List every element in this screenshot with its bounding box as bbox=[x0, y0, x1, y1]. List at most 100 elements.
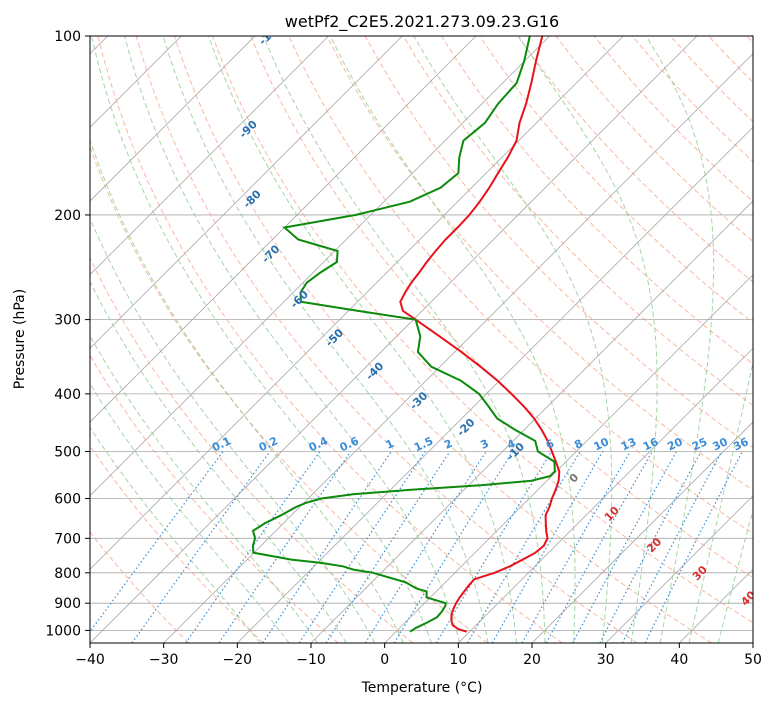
adiabat-label: -70 bbox=[259, 242, 282, 265]
adiabat-label: -80 bbox=[241, 187, 264, 210]
mixing-ratio-line bbox=[621, 451, 723, 643]
mixing-ratio-label: 2 bbox=[442, 437, 454, 452]
adiabat-label: 10 bbox=[602, 504, 622, 524]
chart-title: wetPf2_C2E5.2021.273.09.23.G16 bbox=[285, 12, 559, 32]
x-tick-label: −40 bbox=[75, 652, 105, 668]
isotherm-line bbox=[90, 36, 624, 570]
dry-adiabat-line bbox=[479, 36, 753, 324]
x-tick-label: −10 bbox=[296, 652, 326, 668]
isotherm-line bbox=[605, 495, 753, 643]
mixing-ratio-label: 13 bbox=[619, 435, 638, 453]
isotherm-line bbox=[237, 126, 753, 643]
y-tick-label: 400 bbox=[54, 387, 81, 403]
isotherm-line bbox=[90, 36, 329, 276]
mixing-ratio-line bbox=[572, 451, 678, 643]
mixing-ratio-label: 16 bbox=[641, 435, 661, 453]
adiabat-label: -90 bbox=[237, 118, 260, 141]
isotherm-line bbox=[90, 36, 550, 497]
x-axis-label: Temperature (°C) bbox=[361, 680, 483, 696]
x-tick-label: 0 bbox=[380, 652, 389, 668]
moist-adiabat-line bbox=[124, 36, 461, 643]
mixing-ratio-line bbox=[325, 451, 451, 643]
x-tick-label: 10 bbox=[449, 652, 467, 668]
moist-adiabat-line bbox=[162, 36, 489, 643]
x-tick-label: 30 bbox=[597, 652, 615, 668]
y-tick-label: 200 bbox=[54, 208, 81, 224]
x-tick-label: −30 bbox=[149, 652, 179, 668]
dry-adiabat-line bbox=[708, 36, 753, 83]
adiabat-label: -100 bbox=[256, 19, 285, 48]
mixing-ratio-label: 6 bbox=[544, 437, 557, 452]
moist-adiabat-line bbox=[413, 36, 613, 643]
mixing-ratio-label: 25 bbox=[690, 435, 709, 453]
isotherm-line bbox=[458, 347, 753, 643]
dry-adiabat-line bbox=[90, 531, 190, 643]
mixing-ratio-line bbox=[262, 451, 392, 643]
dry-adiabat-line bbox=[90, 445, 264, 643]
mixing-ratio-label: 20 bbox=[665, 435, 685, 453]
mixing-ratio-line bbox=[131, 451, 271, 643]
mixing-ratio-line bbox=[545, 451, 653, 643]
moist-adiabat-line bbox=[329, 36, 576, 643]
y-tick-label: 700 bbox=[54, 531, 81, 547]
dry-adiabat-line bbox=[90, 354, 339, 643]
isotherm-line bbox=[752, 642, 753, 643]
moist-adiabat-line bbox=[90, 382, 290, 643]
dewpoint-profile-line bbox=[251, 36, 556, 633]
dry-adiabat-line bbox=[555, 36, 753, 243]
moist-adiabat-line bbox=[90, 334, 319, 643]
moist-adiabat-line bbox=[90, 217, 376, 643]
dry-adiabat-line bbox=[250, 36, 753, 579]
dry-adiabat-line bbox=[593, 36, 753, 203]
isotherm-line bbox=[531, 421, 753, 643]
mixing-ratio-label: 1 bbox=[384, 437, 396, 452]
isotherm-line bbox=[679, 568, 753, 643]
adiabat-label: 40 bbox=[738, 588, 758, 608]
mixing-ratio-label: 36 bbox=[731, 435, 751, 453]
adiabat-label: 30 bbox=[690, 563, 710, 583]
mixing-ratio-line bbox=[218, 451, 352, 643]
y-axis-label: Pressure (hPa) bbox=[12, 289, 28, 389]
adiabat-label: -50 bbox=[323, 326, 346, 349]
mixing-ratio-label: 3 bbox=[478, 437, 490, 452]
y-tick-label: 1000 bbox=[45, 623, 81, 639]
y-tick-label: 800 bbox=[54, 566, 81, 582]
adiabat-label: -30 bbox=[407, 389, 430, 412]
dry-adiabat-line bbox=[135, 36, 638, 643]
dry-adiabat-line bbox=[402, 36, 753, 407]
isotherm-line bbox=[90, 36, 477, 423]
moist-adiabat-line bbox=[90, 426, 261, 643]
moist-adiabat-line bbox=[717, 508, 753, 643]
x-tick-label: 20 bbox=[523, 652, 541, 668]
mixing-ratio-line bbox=[364, 451, 487, 643]
dry-adiabat-line bbox=[746, 36, 753, 44]
y-tick-label: 100 bbox=[54, 29, 81, 45]
y-tick-label: 500 bbox=[54, 444, 81, 460]
moist-adiabat-line bbox=[90, 280, 347, 643]
isotherm-line bbox=[384, 274, 753, 643]
moist-adiabat-line bbox=[688, 359, 753, 643]
temperature-profile-line bbox=[399, 36, 561, 633]
mixing-ratio-label: 30 bbox=[710, 435, 730, 453]
isotherm-line bbox=[163, 53, 753, 643]
dry-adiabat-line bbox=[517, 36, 753, 283]
mixing-ratio-line bbox=[185, 451, 321, 643]
mixing-ratio-line bbox=[90, 451, 224, 633]
y-tick-label: 300 bbox=[54, 313, 81, 329]
dry-adiabat-line bbox=[670, 36, 753, 123]
mixing-ratio-line bbox=[298, 451, 426, 643]
isotherm-line bbox=[90, 36, 403, 349]
plot-frame bbox=[89, 35, 754, 644]
x-tick-label: 40 bbox=[670, 652, 688, 668]
adiabat-label: -20 bbox=[454, 416, 477, 439]
dry-adiabat-line bbox=[173, 36, 712, 643]
adiabat-label: -40 bbox=[363, 359, 386, 382]
moist-adiabat-line bbox=[645, 36, 715, 643]
mixing-ratio-line bbox=[599, 451, 702, 643]
isotherm-line bbox=[90, 36, 698, 643]
dry-adiabat-line bbox=[212, 36, 753, 624]
moist-adiabat-line bbox=[91, 36, 432, 643]
y-tick-label: 600 bbox=[54, 492, 81, 508]
mixing-ratio-label: 10 bbox=[592, 435, 612, 453]
moist-adiabat-line bbox=[90, 138, 404, 643]
